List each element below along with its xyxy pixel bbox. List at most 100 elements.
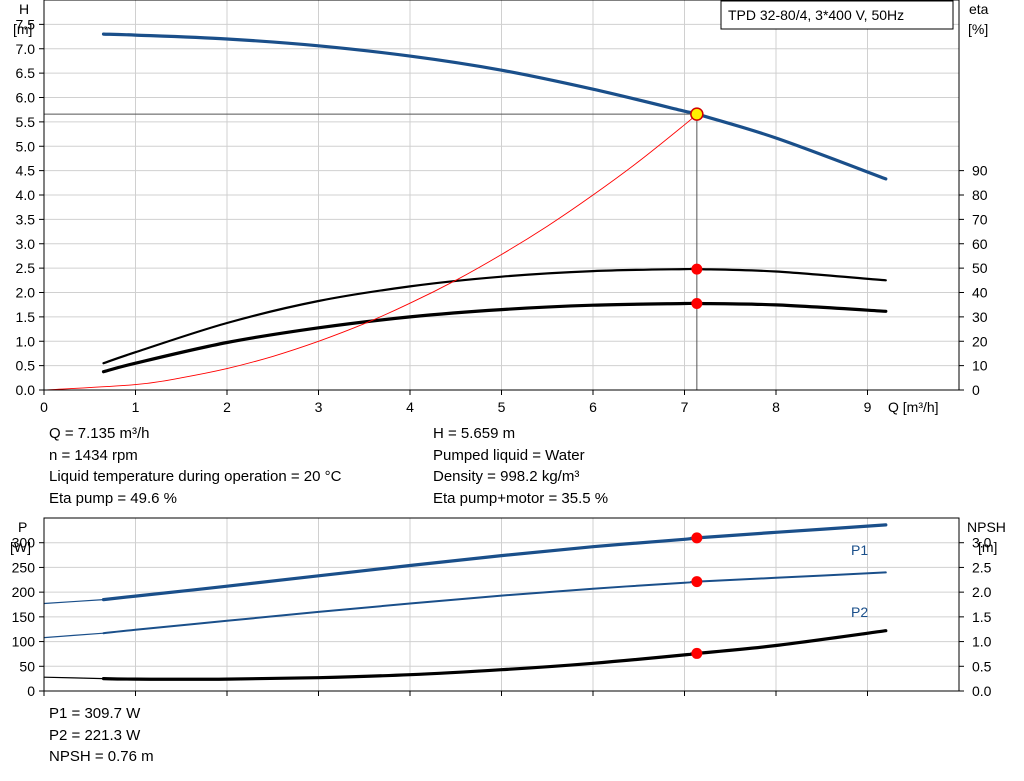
x-tick-label: 7 [681, 399, 689, 415]
temperature-readout: Liquid temperature during operation = 20… [49, 468, 342, 485]
duty-point-marker [691, 263, 703, 275]
right-tick-label: 60 [972, 236, 988, 252]
head-readout: H = 5.659 m [433, 425, 516, 442]
chart-markers [44, 107, 704, 659]
left-tick-label: 5.5 [16, 114, 36, 130]
right-tick-label: 0.5 [972, 658, 992, 674]
bottom-chart-frame [43, 517, 960, 692]
series-curve-0-2 [101, 301, 888, 374]
left-tick-label: 150 [12, 609, 36, 625]
right-tick-label: 1.5 [972, 609, 992, 625]
operating-info-right: H = 5.659 m Pumped liquid = Water Densit… [433, 423, 608, 509]
right-tick-label: 30 [972, 309, 988, 325]
right-tick-label: 0.0 [972, 683, 992, 699]
x-tick-label: 4 [406, 399, 414, 415]
p2-readout: P2 = 221.3 W [49, 726, 141, 744]
series-label-p1: P1 [851, 542, 868, 558]
x-axis-label: Q [m³/h] [888, 399, 939, 415]
left-tick-label: 0.0 [16, 382, 36, 398]
right-tick-label: 10 [972, 358, 988, 374]
series-label-p2: P2 [851, 604, 868, 620]
series-p1 [101, 523, 888, 602]
left-tick-label: 3.5 [16, 211, 36, 227]
duty-point-marker [691, 647, 703, 659]
liquid-readout: Pumped liquid = Water [433, 446, 585, 464]
left-tick-label: 6.5 [16, 65, 36, 81]
series-curve-1-4 [101, 629, 888, 681]
p1-readout: P1 = 309.7 W [49, 705, 141, 722]
top-left-axis-symbol: H [19, 1, 29, 17]
duty-point-marker [691, 297, 703, 309]
left-tick-label: 2.0 [16, 285, 36, 301]
chart-curves [43, 32, 888, 681]
x-tick-label: 6 [589, 399, 597, 415]
series-curve-1-5 [43, 676, 105, 680]
left-tick-label: 100 [12, 634, 36, 650]
top-chart-grid [44, 0, 959, 390]
series-curve-1-3 [43, 632, 105, 639]
x-tick-label: 3 [315, 399, 323, 415]
left-tick-label: 4.5 [16, 163, 36, 179]
power-info: P1 = 309.7 W P2 = 221.3 W NPSH = 0.76 m [49, 703, 154, 768]
left-tick-label: 1.5 [16, 309, 36, 325]
left-tick-label: 300 [12, 535, 36, 551]
series-curve-0-3 [43, 113, 698, 391]
right-tick-label: 3.0 [972, 535, 992, 551]
right-tick-label: 50 [972, 260, 988, 276]
right-tick-label: 90 [972, 163, 988, 179]
right-tick-label: 1.0 [972, 634, 992, 650]
series-p2 [102, 571, 887, 635]
series-curve-0-0 [101, 32, 888, 181]
top-left-axis-unit: [m] [13, 21, 32, 37]
x-tick-label: 0 [40, 399, 48, 415]
series-curve-1-1 [43, 599, 105, 605]
eta-pump-readout: Eta pump = 49.6 % [49, 489, 177, 507]
pump-label: TPD 32-80/4, 3*400 V, 50Hz [728, 7, 904, 23]
right-tick-label: 70 [972, 211, 988, 227]
series-curve-0-1 [102, 267, 887, 365]
npsh-readout: NPSH = 0.76 m [49, 748, 154, 765]
eta-total-readout: Eta pump+motor = 35.5 % [433, 489, 609, 507]
duty-point-marker [691, 532, 703, 544]
left-tick-label: 0 [27, 683, 35, 699]
right-tick-label: 0 [972, 382, 980, 398]
pump-label-box [720, 0, 954, 30]
top-chart-frame [43, 0, 960, 391]
operating-point-marker [690, 107, 704, 121]
left-tick-label: 1.0 [16, 333, 36, 349]
duty-point-marker [691, 576, 703, 588]
left-tick-label: 6.0 [16, 90, 36, 106]
top-chart-tick-labels: 0 1 2 3 4 5 6 7 8 9 0.0 0.5 1.0 1.5 2.0 2.5 3.0 3.5 4.0 4.5… [16, 16, 988, 415]
top-right-axis-symbol: eta [969, 1, 989, 17]
right-tick-label: 20 [972, 333, 988, 349]
left-tick-label: 5.0 [16, 138, 36, 154]
right-tick-label: 2.0 [972, 584, 992, 600]
x-tick-label: 2 [223, 399, 231, 415]
x-tick-label: 1 [132, 399, 140, 415]
top-right-axis-unit: [%] [968, 21, 988, 37]
x-tick-label: 5 [498, 399, 506, 415]
right-tick-label: 2.5 [972, 559, 992, 575]
left-tick-label: 50 [19, 658, 35, 674]
bottom-right-axis-unit: [m] [978, 539, 997, 555]
bottom-chart-grid [44, 518, 959, 691]
left-tick-label: 250 [12, 559, 36, 575]
bottom-left-axis-unit: [W] [10, 539, 31, 555]
operating-info-left: Q = 7.135 m³/h n = 1434 rpm Liquid tempe… [49, 423, 341, 509]
bottom-right-axis-symbol: NPSH [967, 519, 1006, 535]
left-tick-label: 2.5 [16, 260, 36, 276]
speed-readout: n = 1434 rpm [49, 446, 138, 464]
flow-readout: Q = 7.135 m³/h [49, 425, 150, 442]
left-tick-label: 7.5 [16, 16, 36, 32]
x-tick-label: 9 [864, 399, 872, 415]
left-tick-label: 200 [12, 584, 36, 600]
right-tick-label: 80 [972, 187, 988, 203]
left-tick-label: 7.0 [16, 41, 36, 57]
bottom-chart-tick-labels: 0 50 100 150 200 250 300 0.0 0.5 1.0 1.5 2.0 2.5 3.0 [12, 535, 992, 699]
left-tick-label: 4.0 [16, 187, 36, 203]
bottom-left-axis-symbol: P [18, 519, 27, 535]
x-tick-label: 8 [772, 399, 780, 415]
left-tick-label: 3.0 [16, 236, 36, 252]
density-readout: Density = 998.2 kg/m³ [433, 468, 580, 485]
